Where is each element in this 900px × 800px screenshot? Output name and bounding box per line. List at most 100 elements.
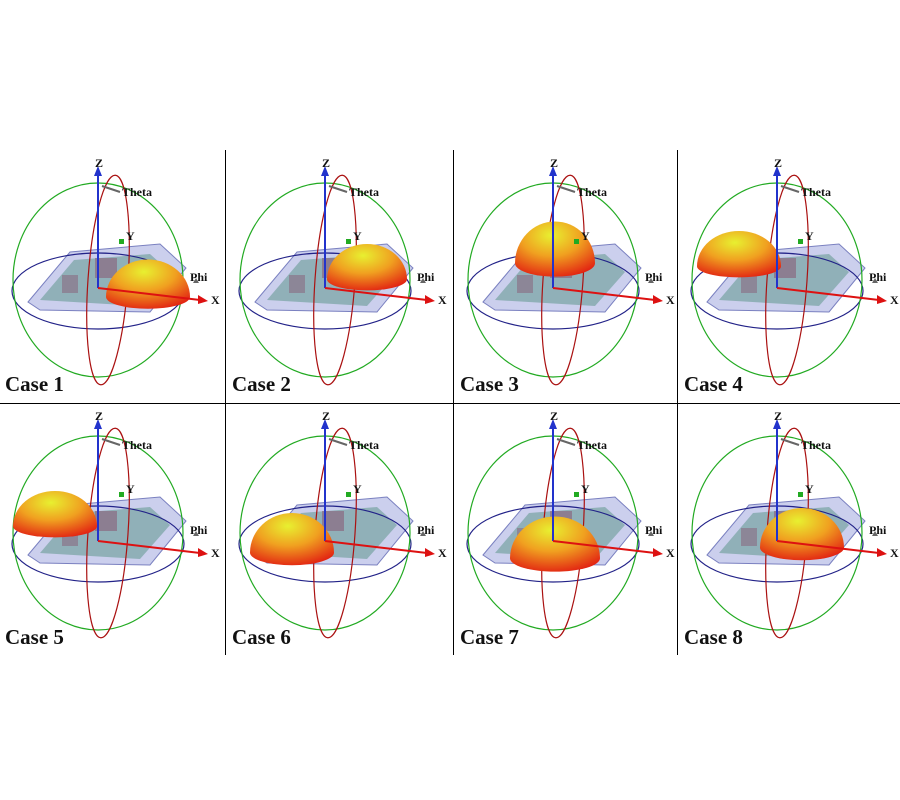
z-axis-label: Z (774, 409, 783, 423)
z-arrow-icon (321, 419, 329, 429)
case-label: Case 3 (460, 372, 519, 396)
pattern-plot (466, 419, 663, 639)
theta-label: Theta (349, 438, 379, 452)
theta-arrow-icon (328, 438, 348, 446)
theta-label: Theta (801, 438, 831, 452)
theta-arrow-icon (780, 185, 800, 193)
z-arrow-icon (549, 166, 557, 176)
phi-marker-icon (193, 531, 199, 536)
theta-circle (541, 174, 585, 386)
x-axis-label: X (438, 293, 447, 307)
theta-label: Theta (577, 438, 607, 452)
pattern-panel: Z Theta Y Phi X Case 8 (679, 403, 900, 656)
radiation-lobe (515, 221, 595, 277)
theta-circle (765, 174, 809, 386)
z-axis-label: Z (95, 156, 104, 170)
x-arrow-icon (425, 548, 435, 557)
pattern-plot (466, 166, 663, 386)
case-label: Case 2 (232, 372, 291, 396)
pattern-panel: Z Theta Y Phi X Case 1 (0, 150, 226, 403)
x-arrow-icon (877, 548, 887, 557)
pattern-plot (690, 166, 887, 386)
case-label: Case 8 (684, 625, 743, 649)
phi-marker-icon (420, 531, 426, 536)
z-axis-label: Z (774, 156, 783, 170)
z-axis-label: Z (550, 156, 559, 170)
theta-arrow-icon (556, 438, 576, 446)
component (289, 275, 305, 293)
z-arrow-icon (321, 166, 329, 176)
phi-marker-icon (648, 531, 654, 536)
y-marker-icon (798, 492, 803, 497)
y-axis-label: Y (581, 482, 590, 496)
x-arrow-icon (425, 295, 435, 304)
phi-marker-icon (193, 278, 199, 283)
x-axis-label: X (666, 293, 675, 307)
z-arrow-icon (94, 419, 102, 429)
pattern-panel: Z Theta Y Phi X Case 7 (455, 403, 681, 656)
case-label: Case 1 (5, 372, 64, 396)
z-arrow-icon (549, 419, 557, 429)
y-axis-label: Y (353, 482, 362, 496)
theta-arrow-icon (101, 185, 121, 193)
z-arrow-icon (773, 419, 781, 429)
component (95, 511, 117, 531)
theta-arrow-icon (328, 185, 348, 193)
phi-marker-icon (872, 278, 878, 283)
z-axis-label: Z (322, 409, 331, 423)
pattern-plot (690, 419, 887, 639)
z-axis-label: Z (95, 409, 104, 423)
y-marker-icon (119, 239, 124, 244)
pattern-panel: Z Theta Y Phi X Case 3 (455, 150, 681, 403)
component (741, 528, 757, 546)
component (517, 275, 533, 293)
theta-label: Theta (122, 185, 152, 199)
phi-label: Phi (869, 523, 887, 537)
y-marker-icon (119, 492, 124, 497)
x-axis (552, 540, 656, 554)
z-arrow-icon (94, 166, 102, 176)
phi-label: Phi (417, 523, 435, 537)
pattern-panel: Z Theta Y Phi X Case 2 (227, 150, 453, 403)
case-label: Case 5 (5, 625, 64, 649)
theta-label: Theta (801, 185, 831, 199)
phi-label: Phi (645, 523, 663, 537)
pattern-plot (11, 166, 208, 386)
pattern-plot (238, 419, 435, 639)
y-marker-icon (574, 492, 579, 497)
theta-arrow-icon (556, 185, 576, 193)
x-axis (324, 540, 428, 554)
phi-label: Phi (190, 270, 208, 284)
case-label: Case 4 (684, 372, 743, 396)
theta-arrow-icon (101, 438, 121, 446)
case-label: Case 6 (232, 625, 291, 649)
radiation-lobe (327, 244, 407, 291)
z-arrow-icon (773, 166, 781, 176)
y-marker-icon (574, 239, 579, 244)
x-axis-label: X (890, 293, 899, 307)
x-axis-label: X (666, 546, 675, 560)
x-axis (776, 287, 880, 301)
x-axis-label: X (211, 546, 220, 560)
x-axis-label: X (890, 546, 899, 560)
radiation-lobe (250, 513, 334, 566)
radiation-lobe (510, 516, 600, 572)
x-arrow-icon (198, 295, 208, 304)
y-marker-icon (346, 239, 351, 244)
x-axis (97, 540, 201, 554)
theta-label: Theta (349, 185, 379, 199)
phi-label: Phi (645, 270, 663, 284)
pattern-plot (11, 419, 208, 639)
component (62, 275, 78, 293)
divider (0, 403, 900, 404)
phi-marker-icon (420, 278, 426, 283)
y-marker-icon (798, 239, 803, 244)
y-axis-label: Y (581, 229, 590, 243)
x-axis (97, 287, 201, 301)
phi-label: Phi (417, 270, 435, 284)
pattern-panel: Z Theta Y Phi X Case 5 (0, 403, 226, 656)
pattern-panel: Z Theta Y Phi X Case 6 (227, 403, 453, 656)
theta-label: Theta (577, 185, 607, 199)
x-axis-label: X (438, 546, 447, 560)
